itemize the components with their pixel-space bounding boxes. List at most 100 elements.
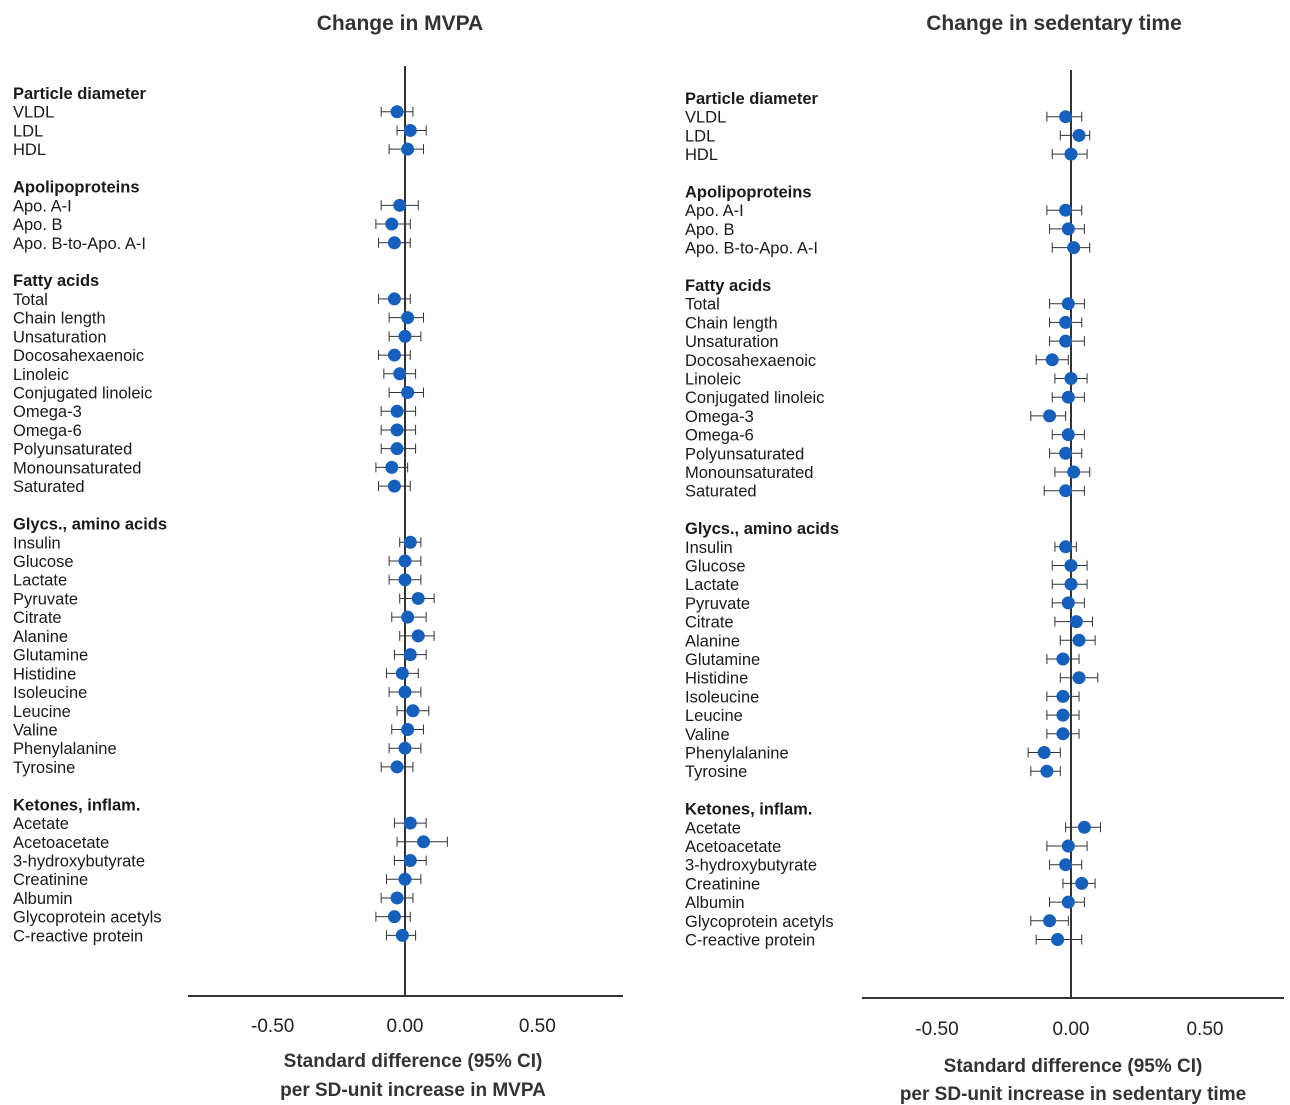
estimate-point-docosahexaenoic xyxy=(387,348,401,362)
row-label-citrate: Citrate xyxy=(685,614,734,632)
row-label-histidine: Histidine xyxy=(685,670,748,688)
estimate-point-histidine xyxy=(395,666,409,680)
row-label-conjugated-linoleic: Conjugated linoleic xyxy=(685,389,824,407)
row-label-apo-b: Apo. B xyxy=(13,216,63,234)
estimate-point-omega-3 xyxy=(390,404,404,418)
estimate-point-saturated xyxy=(1059,484,1073,498)
chart-title: Change in sedentary time xyxy=(926,12,1182,35)
estimate-point-phenylalanine xyxy=(1037,746,1051,759)
estimate-point-chain-length xyxy=(1059,315,1073,329)
row-label-albumin: Albumin xyxy=(13,890,73,908)
estimate-point-creatinine xyxy=(1075,876,1089,890)
estimate-point-citrate xyxy=(401,610,415,624)
estimate-point-valine xyxy=(401,722,415,736)
estimate-point-creatinine xyxy=(398,872,412,886)
estimate-point-ldl xyxy=(403,123,417,137)
row-label-alanine: Alanine xyxy=(685,632,740,650)
x-tick-label: 0.00 xyxy=(387,1016,424,1037)
row-label-phenylalanine: Phenylalanine xyxy=(685,745,789,763)
group-label-glycs-amino-acids: Glycs., amino acids xyxy=(13,516,167,534)
x-tick-label: 0.50 xyxy=(1186,1019,1223,1040)
estimate-point-apo-a-i xyxy=(393,198,407,212)
row-label-unsaturation: Unsaturation xyxy=(685,333,779,351)
row-label-omega-3: Omega-3 xyxy=(685,408,754,426)
row-label-apo-a-i: Apo. A-I xyxy=(685,202,744,220)
row-label-c-reactive-protein: C-reactive protein xyxy=(13,927,143,945)
estimate-point-glycoprotein-acetyls xyxy=(387,910,401,924)
row-label-apo-a-i: Apo. A-I xyxy=(13,197,72,215)
estimate-point-valine xyxy=(1056,727,1070,741)
estimate-point-ldl xyxy=(1072,128,1086,142)
row-label-conjugated-linoleic: Conjugated linoleic xyxy=(13,385,152,403)
estimate-point-3-hydroxybutyrate xyxy=(1059,858,1073,872)
estimate-point-polyunsaturated xyxy=(390,442,404,456)
estimate-point-isoleucine xyxy=(398,685,412,699)
estimate-point-insulin xyxy=(403,535,417,549)
x-axis-title-line-2: per SD-unit increase in MVPA xyxy=(280,1080,546,1101)
panel-sedentary-time: Change in sedentary time -0.50 0.00 0.50 Sta… xyxy=(685,12,1284,1105)
estimate-point-total xyxy=(387,292,401,306)
estimate-point-apo-b-to-apo-a-i xyxy=(387,236,401,250)
estimate-point-c-reactive-protein xyxy=(1051,933,1065,946)
chart-title: Change in MVPA xyxy=(317,12,483,35)
estimate-point-omega-3 xyxy=(1043,409,1057,423)
estimate-point-apo-a-i xyxy=(1059,203,1073,217)
row-label-lactate: Lactate xyxy=(685,576,739,594)
row-label-monounsaturated: Monounsaturated xyxy=(13,459,141,477)
estimate-point-polyunsaturated xyxy=(1059,446,1073,460)
estimate-point-saturated xyxy=(387,479,401,493)
estimate-point-alanine xyxy=(411,629,425,643)
estimate-point-alanine xyxy=(1072,633,1086,647)
row-label-total: Total xyxy=(685,296,720,314)
row-label-tyrosine: Tyrosine xyxy=(685,763,747,781)
row-label-creatinine: Creatinine xyxy=(685,875,760,893)
estimate-point-monounsaturated xyxy=(1067,465,1081,479)
row-label-omega-6: Omega-6 xyxy=(13,422,82,440)
row-label-ldl: LDL xyxy=(685,127,715,145)
row-label-docosahexaenoic: Docosahexaenoic xyxy=(685,352,816,370)
estimate-point-c-reactive-protein xyxy=(395,928,409,942)
estimate-point-omega-6 xyxy=(390,423,404,437)
x-tick-label: 0.00 xyxy=(1053,1019,1090,1040)
row-label-insulin: Insulin xyxy=(685,539,733,557)
x-axis-title-line-1: Standard difference (95% CI) xyxy=(284,1051,543,1072)
row-label-3-hydroxybutyrate: 3-hydroxybutyrate xyxy=(13,853,145,871)
row-label-glutamine: Glutamine xyxy=(685,651,760,669)
row-label-chain-length: Chain length xyxy=(685,314,778,332)
row-label-saturated: Saturated xyxy=(685,483,757,501)
row-label-linoleic: Linoleic xyxy=(13,366,69,384)
group-label-apolipoproteins: Apolipoproteins xyxy=(685,184,812,202)
row-label-c-reactive-protein: C-reactive protein xyxy=(685,932,815,950)
row-label-chain-length: Chain length xyxy=(13,310,106,328)
estimate-point-albumin xyxy=(390,891,404,905)
estimate-point-acetoacetate xyxy=(417,835,431,849)
group-label-ketones-inflam: Ketones, inflam. xyxy=(685,801,812,819)
x-tick-label: -0.50 xyxy=(251,1016,294,1037)
row-label-vldl: VLDL xyxy=(685,109,726,127)
row-label-acetoacetate: Acetoacetate xyxy=(13,834,109,852)
estimate-point-conjugated-linoleic xyxy=(1061,390,1075,404)
row-label-alanine: Alanine xyxy=(13,628,68,646)
estimate-point-lactate xyxy=(1064,577,1078,591)
group-label-particle-diameter: Particle diameter xyxy=(13,85,147,103)
row-label-pyruvate: Pyruvate xyxy=(685,595,750,613)
row-label-leucine: Leucine xyxy=(685,707,743,725)
estimate-point-3-hydroxybutyrate xyxy=(403,854,417,868)
estimate-point-omega-6 xyxy=(1061,428,1075,442)
estimate-point-albumin xyxy=(1061,895,1075,909)
estimate-point-insulin xyxy=(1059,540,1073,554)
row-label-monounsaturated: Monounsaturated xyxy=(685,464,813,482)
estimate-point-apo-b-to-apo-a-i xyxy=(1067,241,1081,255)
row-label-isoleucine: Isoleucine xyxy=(13,684,87,702)
estimate-point-hdl xyxy=(1064,147,1078,161)
estimate-point-acetoacetate xyxy=(1061,839,1075,853)
row-label-acetoacetate: Acetoacetate xyxy=(685,838,781,856)
estimate-point-lactate xyxy=(398,573,412,587)
estimate-point-linoleic xyxy=(1064,372,1078,385)
estimate-point-glucose xyxy=(398,554,412,568)
estimate-point-pyruvate xyxy=(411,591,425,605)
x-tick-label: -0.50 xyxy=(915,1019,958,1040)
group-label-fatty-acids: Fatty acids xyxy=(685,277,771,295)
estimate-point-phenylalanine xyxy=(398,741,412,755)
